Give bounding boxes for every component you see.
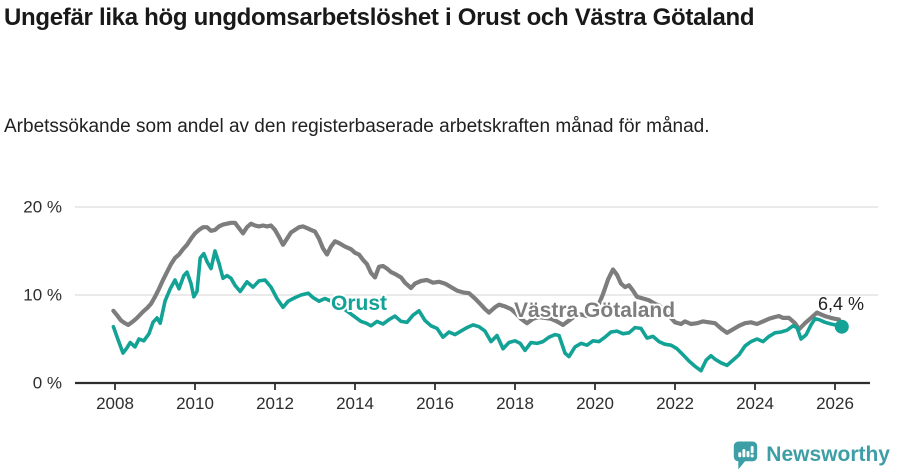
x-axis-label-2016: 2016	[416, 394, 454, 413]
x-axis-label-2018: 2018	[496, 394, 534, 413]
x-axis-label-2010: 2010	[176, 394, 214, 413]
page-title: Ungefär lika hög ungdomsarbetslöshet i O…	[4, 4, 755, 31]
x-axis-label-2008: 2008	[96, 394, 134, 413]
y-axis-label-20: 20 %	[23, 198, 62, 217]
series-label-orust: Orust	[331, 292, 387, 315]
x-axis-label-2024: 2024	[736, 394, 774, 413]
series-line-vastra-gotaland	[111, 220, 842, 335]
chart-subtitle: Arbetssökande som andel av den registerb…	[4, 116, 710, 137]
x-axis-label-2012: 2012	[256, 394, 294, 413]
x-axis-label-2026: 2026	[816, 394, 854, 413]
newsworthy-speech-bubble-bar-chart-icon	[732, 440, 759, 470]
series-label-vastra-gotaland: Västra Götaland	[514, 299, 675, 322]
series-lines	[111, 220, 849, 373]
series-end-dot-orust	[834, 319, 849, 334]
y-axis-label-0: 0 %	[33, 374, 62, 393]
brand-name: Newsworthy	[766, 443, 890, 466]
series-labels: Västra Götaland Orust 6,4 %	[329, 290, 864, 324]
x-axis-label-2020: 2020	[576, 394, 614, 413]
x-axis-label-2014: 2014	[336, 394, 374, 413]
x-axis-label-2022: 2022	[656, 394, 694, 413]
series-line-orust	[111, 249, 844, 373]
y-axis-label-10: 10 %	[23, 286, 62, 305]
gridlines	[75, 206, 878, 296]
axes: 0 % 10 % 20 % 2008 2010 2012 2014 2016 2018 2020 2…	[23, 198, 870, 413]
brand-footer[interactable]: Newsworthy	[732, 440, 890, 470]
end-value-label-orust: 6,4 %	[818, 294, 864, 314]
